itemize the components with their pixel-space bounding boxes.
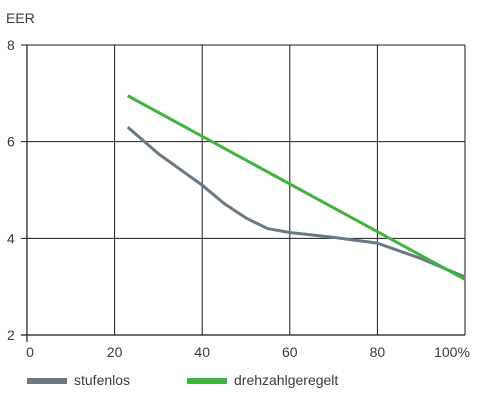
legend-swatch-drehzahlgeregelt [187, 378, 227, 384]
y-tick-label-8: 8 [7, 37, 15, 53]
x-tick-label-80: 80 [370, 344, 386, 360]
x-tick-label-100: 100% [434, 344, 470, 360]
grid-lines [21, 44, 466, 335]
x-tick-label-40: 40 [194, 344, 210, 360]
y-tick-label-4: 4 [7, 230, 15, 246]
legend: stufenlos drehzahlgeregelt [27, 372, 338, 388]
x-tick-label-60: 60 [282, 344, 298, 360]
series-line-drehzahlgeregelt [127, 94, 466, 281]
series-line-stufenlos [126, 126, 466, 279]
legend-label-stufenlos: stufenlos [74, 372, 130, 388]
y-axis-title: EER [6, 10, 35, 26]
y-tick-label-6: 6 [7, 134, 15, 150]
axes [21, 45, 465, 342]
tick-labels: 0 20 40 60 80 100% 2 4 6 8 [7, 37, 470, 360]
legend-swatch-stufenlos [27, 378, 67, 384]
y-tick-label-2: 2 [7, 327, 15, 343]
legend-label-drehzahlgeregelt: drehzahlgeregelt [234, 372, 338, 388]
x-tick-label-0: 0 [26, 344, 34, 360]
x-tick-label-20: 20 [107, 344, 123, 360]
series-lines [126, 94, 466, 281]
